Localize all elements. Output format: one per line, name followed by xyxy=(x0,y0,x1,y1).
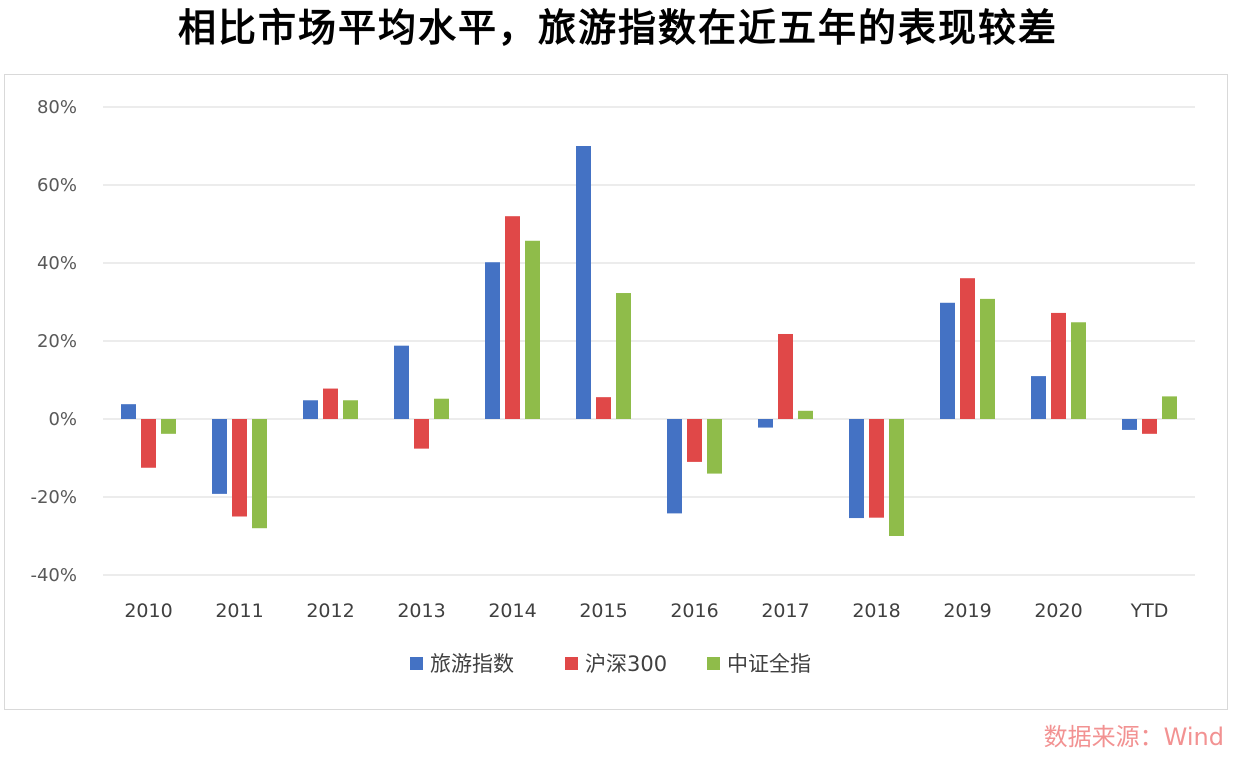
legend-swatch xyxy=(410,657,423,670)
bar-1-2014 xyxy=(485,262,500,419)
x-tick-label: 2015 xyxy=(579,600,627,622)
x-tick-label: 2018 xyxy=(852,600,900,622)
x-tick-label: 2013 xyxy=(397,600,445,622)
bar-1-2015 xyxy=(576,146,591,419)
bar-3-2019 xyxy=(980,298,995,419)
bar-2-2016 xyxy=(687,419,702,462)
bar-3-2010 xyxy=(161,419,176,434)
bar-3-2015 xyxy=(616,293,631,419)
legend-swatch xyxy=(707,657,720,670)
bar-1-2020 xyxy=(1031,376,1046,419)
bar-3-2016 xyxy=(707,419,722,474)
x-tick-label: YTD xyxy=(1130,600,1169,622)
bar-1-2019 xyxy=(940,302,955,419)
bar-2-2011 xyxy=(232,419,247,517)
x-tick-label: 2010 xyxy=(124,600,172,622)
x-tick-label: 2014 xyxy=(488,600,536,622)
bar-1-2011 xyxy=(212,419,227,494)
bar-3-2018 xyxy=(889,419,904,536)
y-tick-label: 60% xyxy=(37,175,77,196)
bar-3-YTD xyxy=(1162,396,1177,419)
bar-2-2020 xyxy=(1051,312,1066,419)
y-tick-label: -20% xyxy=(30,487,77,508)
x-tick-label: 2011 xyxy=(215,600,263,622)
bar-2-2010 xyxy=(141,419,156,468)
page-title: 相比市场平均水平，旅游指数在近五年的表现较差 xyxy=(177,6,1058,50)
y-tick-label: 80% xyxy=(37,97,77,118)
bar-3-2011 xyxy=(252,419,267,529)
legend-swatch xyxy=(565,657,578,670)
y-tick-label: 40% xyxy=(37,253,77,274)
y-tick-label: 0% xyxy=(48,409,77,430)
bar-3-2017 xyxy=(798,410,813,419)
y-tick-label: 20% xyxy=(37,331,77,352)
bar-3-2020 xyxy=(1071,322,1086,419)
x-tick-label: 2012 xyxy=(306,600,354,622)
x-tick-label: 2020 xyxy=(1034,600,1082,622)
legend-label: 沪深300 xyxy=(585,652,667,676)
bar-2-2014 xyxy=(505,216,520,419)
bar-2-2018 xyxy=(869,419,884,518)
bar-2-YTD xyxy=(1142,419,1157,434)
bar-1-2017 xyxy=(758,419,773,428)
bar-chart: -40% -20% 0% 20% 40% 60% 80% 2010 2011 2012 2013 20… xyxy=(30,97,1195,676)
x-tick-label: 2017 xyxy=(761,600,809,622)
data-source-watermark: 数据来源：Wind xyxy=(1043,723,1224,751)
legend-label: 中证全指 xyxy=(727,652,811,676)
legend-label: 旅游指数 xyxy=(430,652,514,676)
bar-3-2014 xyxy=(525,240,540,419)
x-tick-label: 2016 xyxy=(670,600,718,622)
bar-2-2015 xyxy=(596,397,611,419)
bar-1-2018 xyxy=(849,419,864,519)
chart-frame: -40% -20% 0% 20% 40% 60% 80% 2010 2011 2012 2013 20… xyxy=(4,74,1228,710)
bar-2-2012 xyxy=(323,388,338,419)
bar-1-2013 xyxy=(394,345,409,419)
bar-1-YTD xyxy=(1122,419,1137,430)
bar-1-2012 xyxy=(303,400,318,419)
bar-2-2013 xyxy=(414,419,429,449)
bar-3-2012 xyxy=(343,400,358,419)
bar-1-2016 xyxy=(667,419,682,514)
y-tick-label: -40% xyxy=(30,565,77,586)
x-tick-label: 2019 xyxy=(943,600,991,622)
bar-1-2010 xyxy=(121,404,136,419)
bar-2-2019 xyxy=(960,278,975,419)
bar-2-2017 xyxy=(778,333,793,419)
bar-3-2013 xyxy=(434,398,449,419)
